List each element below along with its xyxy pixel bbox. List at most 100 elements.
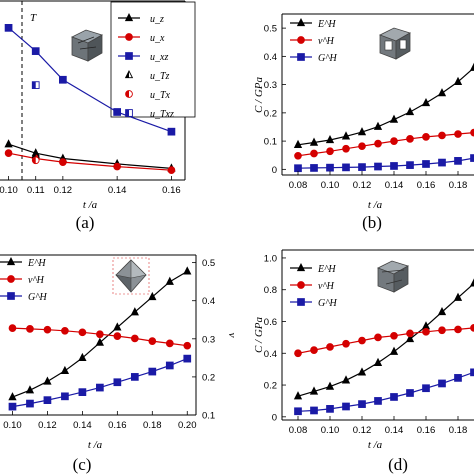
x-tick-label: 0.16 [162,185,181,196]
x-tick-label: 0.18 [449,425,468,436]
data-point-2-8 [148,367,157,376]
y-tick-label: 0.2 [202,372,215,383]
x-ticks-a: 0.10 0.11 0.12 0.14 0.16 [0,176,181,196]
x-axis-label-a: t /a [83,199,98,211]
data-point-0-10 [453,76,463,85]
data-point-0-2 [43,376,52,385]
data-point-2-6 [113,378,122,387]
legend-marker-2 [297,298,305,306]
data-point-1-2 [326,343,334,351]
data-point-1-4 [358,336,366,345]
y-axis-label-b: C / GPa [253,76,265,113]
x-tick-label: 0.16 [108,420,127,431]
data-point-2-0 [4,24,13,32]
data-point-0-1 [309,137,319,146]
legend-marker-1 [7,275,15,283]
octahedron-icon-c [112,257,150,295]
data-point-0-9 [437,306,447,316]
data-point-2-10 [454,157,462,165]
data-point-1-7 [130,334,139,343]
data-point-2-2 [59,75,67,84]
data-point-0-0 [8,392,17,401]
data-point-2-8 [422,160,430,168]
data-point-2-10 [454,374,462,382]
y-tick-label: 0.1 [202,411,215,422]
x-tick-label: 0.10 [0,185,18,196]
data-point-0-4 [357,367,367,376]
legend-label-0: E^H [27,258,46,269]
data-point-1-3 [113,162,121,171]
x-tick-label: 0.16 [417,180,436,191]
x-tick-label: 0.14 [385,425,404,436]
data-point-2-2 [326,405,334,413]
data-point-2-6 [390,393,398,401]
data-point-0-9 [437,88,447,97]
ticks-b: 0.08 0.10 0.12 0.14 0.16 0.18 0 0.1 0.2 0.3 0.4 0.5 [264,24,467,191]
data-point-2-0 [294,164,302,173]
data-point-1-5 [374,333,382,342]
data-point-0-7 [405,333,415,343]
legend-label-1: v^H [318,281,335,292]
data-point-2-3 [342,163,350,172]
legend-label-2: G^H [28,292,47,303]
x-tick-label: 0.12 [353,425,372,436]
data-point-1-4 [167,166,176,175]
series-group-c [8,266,192,411]
series-line-2 [297,157,474,169]
legend-a-label-4: u_Tx [150,90,171,101]
legend-a-label-5: u_Txz [150,109,174,120]
y-tick-label: 1.0 [264,253,277,264]
y-tick-label: 0.2 [264,381,277,392]
x-tick-label: 0.20 [178,420,197,431]
legend-a-label-1: u_x [150,33,165,44]
data-point-0-7 [405,107,415,116]
x-tick-label: 0.08 [289,180,308,191]
y-tick-label: 0.8 [264,285,277,296]
data-point-0-6 [113,322,122,331]
x-tick-label: 0.16 [417,425,436,436]
data-point-0-6 [389,346,399,355]
data-point-2-5 [96,383,104,392]
data-point-1-6 [390,331,398,340]
data-point-0-8 [421,97,431,107]
ticks-d: 0.08 0.10 0.12 0.14 0.16 0.18 0 0.2 0.4 0.6 0.8 1.0 [264,253,467,436]
ticks-c: 0.10 0.12 0.14 0.16 0.18 0.20 0.1 0.2 0.3 0.4 0.5 [3,258,215,431]
data-point-0-0 [293,391,303,400]
data-point-2-9 [438,158,446,167]
cube-icon-d [377,260,409,293]
data-point-2-5 [374,397,382,405]
y-tick-label: 0.3 [264,80,277,91]
legend-a-marker-2 [125,52,133,60]
x-tick-label: 0.12 [353,180,372,191]
y-tick-label: 0.3 [202,334,215,345]
data-point-1-0 [294,349,302,358]
data-point-0-5 [373,121,383,130]
legend-label-2: G^H [318,298,337,309]
data-point-2-7 [130,373,139,381]
legend-a-label-2: u_xz [150,52,168,63]
data-point-0-3 [60,365,70,374]
legend-b: E^H v^H G^H [290,18,337,64]
data-point-0-0 [293,139,303,148]
legend-a-marker-3-half [125,71,129,78]
series-line-0 [297,67,474,146]
data-point-2-0 [8,402,17,411]
y-axis-label-d: C / GPa [253,316,265,353]
data-point-2-1 [31,47,40,55]
data-point-1-4 [78,328,87,337]
data-point-0-1 [25,385,35,394]
data-point-2-9 [438,379,446,388]
data-point-2-1 [310,406,318,415]
data-point-0-10 [183,266,192,275]
data-point-1-9 [438,131,446,140]
data-point-1-3 [342,339,350,348]
y-tick-label: 0.2 [264,108,277,119]
legend-marker-0 [296,263,306,272]
data-point-0-4 [78,352,87,362]
x-tick-label: 0.14 [108,185,127,196]
data-point-1-0 [294,151,302,160]
series-line-2 [12,358,188,408]
legend-label-1: v^H [28,275,45,286]
legend-marker-1 [297,36,305,44]
